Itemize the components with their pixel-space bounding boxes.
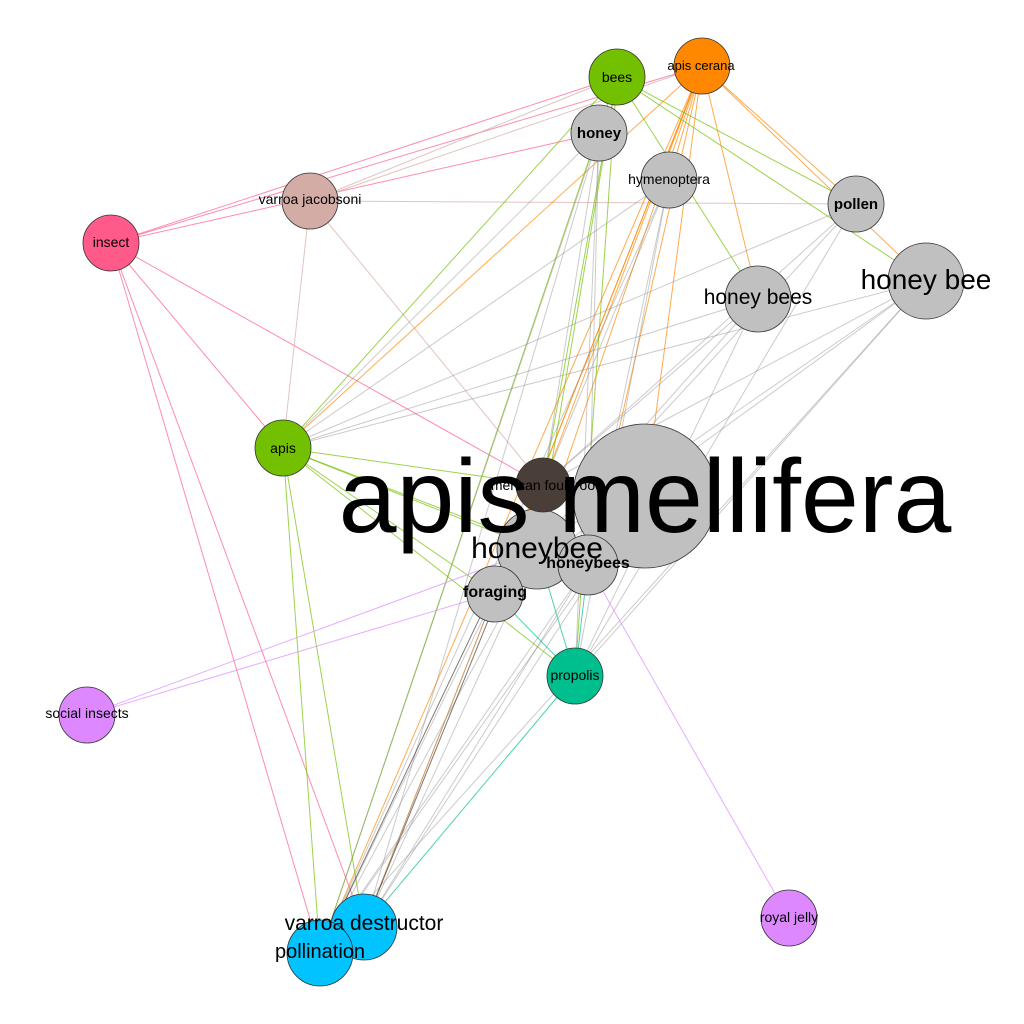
edge-bees-apis xyxy=(282,76,618,449)
edge-apis-foraging xyxy=(282,447,496,595)
node-foraging[interactable] xyxy=(466,565,524,623)
node-social-insects[interactable] xyxy=(58,686,116,744)
node-bees[interactable] xyxy=(588,48,646,106)
edge-apis-cerana-honey-bees xyxy=(701,65,759,300)
edge-social-insects-honeybee xyxy=(86,548,538,716)
edge-hymenoptera-apis xyxy=(282,179,670,449)
edge-honey-pollination xyxy=(319,132,600,954)
edge-insect-apis xyxy=(110,242,284,449)
node-apis[interactable] xyxy=(254,419,312,477)
node-hymenoptera[interactable] xyxy=(640,151,698,209)
node-pollen[interactable] xyxy=(827,175,885,233)
edge-bees-honey-bee xyxy=(616,76,927,282)
edge-honey-bees-apis xyxy=(282,298,759,449)
edge-bees-pollination xyxy=(319,76,618,954)
edge-insect-american-foulbrood xyxy=(110,242,544,486)
edge-insect-varroa-destructor xyxy=(110,242,365,928)
edge-bees-pollen xyxy=(616,76,857,205)
edge-honeybees-varroa-destructor xyxy=(363,564,589,928)
edge-apis-cerana-pollination xyxy=(319,65,703,954)
node-honey-bee[interactable] xyxy=(887,242,965,320)
label-pollen: pollen xyxy=(834,196,878,213)
label-insect: insect xyxy=(93,234,130,250)
edge-apis-cerana-honey-bee xyxy=(701,65,927,282)
edge-honey-apis xyxy=(282,132,600,449)
label-social-insects: social insects xyxy=(45,705,128,721)
edge-insect-pollination xyxy=(110,242,321,954)
edge-honey-bees-american-foulbrood xyxy=(542,298,759,486)
label-honey: honey xyxy=(577,125,622,142)
edge-apis-varroa-destructor xyxy=(282,447,365,928)
edge-apis-pollination xyxy=(282,447,321,954)
edge-honey-varroa-destructor xyxy=(363,132,600,928)
label-honey-bees: honey bees xyxy=(704,286,813,309)
node-apis-cerana[interactable] xyxy=(673,37,731,95)
edge-varroa-jacobsoni-pollen xyxy=(309,200,857,205)
edge-insect-bees xyxy=(110,76,618,244)
label-hymenoptera: hymenoptera xyxy=(628,171,710,187)
label-honey-bee: honey bee xyxy=(861,264,992,295)
node-honeybees[interactable] xyxy=(557,534,619,596)
edge-hymenoptera-american-foulbrood xyxy=(542,179,670,486)
edge-foraging-varroa-destructor xyxy=(363,593,496,928)
label-royal-jelly: royal jelly xyxy=(760,909,818,925)
label-honeybees: honeybees xyxy=(546,555,630,572)
label-apis-cerana: apis cerana xyxy=(667,58,735,73)
edge-foraging-pollination xyxy=(319,593,496,954)
label-varroa-destructor: varroa destructor xyxy=(285,912,444,935)
label-bees: bees xyxy=(602,69,632,85)
node-apis-mellifera[interactable] xyxy=(572,423,718,569)
edge-varroa-jacobsoni-apis xyxy=(282,200,311,449)
edge-insect-honey xyxy=(110,132,600,244)
edge-propolis-varroa-destructor xyxy=(363,675,576,928)
edge-royal-jelly-honeybees xyxy=(587,564,790,919)
label-pollination: pollination xyxy=(275,941,365,963)
node-varroa-jacobsoni[interactable] xyxy=(281,172,339,230)
edge-honey-american-foulbrood xyxy=(542,132,600,486)
edge-apis-cerana-apis xyxy=(282,65,703,449)
label-foraging: foraging xyxy=(463,584,527,601)
edge-pollen-apis xyxy=(282,203,857,449)
label-propolis: propolis xyxy=(550,667,599,683)
node-insect[interactable] xyxy=(82,214,140,272)
label-apis-mellifera: apis mellifera xyxy=(339,439,952,555)
edge-honey-bee-propolis xyxy=(574,280,927,677)
edge-honeybees-pollination xyxy=(319,564,589,954)
edge-apis-american-foulbrood xyxy=(282,447,544,486)
edge-pollen-propolis xyxy=(574,203,857,677)
edge-pollen-american-foulbrood xyxy=(542,203,857,486)
node-propolis[interactable] xyxy=(546,647,604,705)
edge-varroa-jacobsoni-bees xyxy=(309,76,618,202)
edge-apis-propolis xyxy=(282,447,576,677)
node-pollination[interactable] xyxy=(286,919,354,987)
label-apis: apis xyxy=(270,440,296,456)
node-royal-jelly[interactable] xyxy=(760,889,818,947)
label-varroa-jacobsoni: varroa jacobsoni xyxy=(259,191,362,207)
edge-apis-cerana-american-foulbrood xyxy=(542,65,703,486)
label-american-foulbrood: american foulbrood xyxy=(483,477,603,493)
edge-apis-cerana-pollen xyxy=(701,65,857,205)
nodes-layer xyxy=(58,37,965,987)
edge-apis-honeybee xyxy=(282,447,538,550)
node-honey-bees[interactable] xyxy=(724,265,792,333)
edge-honey-bee-apis xyxy=(282,280,927,449)
node-honey[interactable] xyxy=(570,104,628,162)
edge-honey-bee-pollination xyxy=(319,280,927,954)
node-american-foulbrood[interactable] xyxy=(515,457,571,513)
edge-varroa-jacobsoni-american-foulbrood xyxy=(309,200,544,486)
labels-layer: apis melliferahoneybeehoneybeesamerican … xyxy=(45,58,991,963)
label-honeybee: honeybee xyxy=(471,532,603,565)
